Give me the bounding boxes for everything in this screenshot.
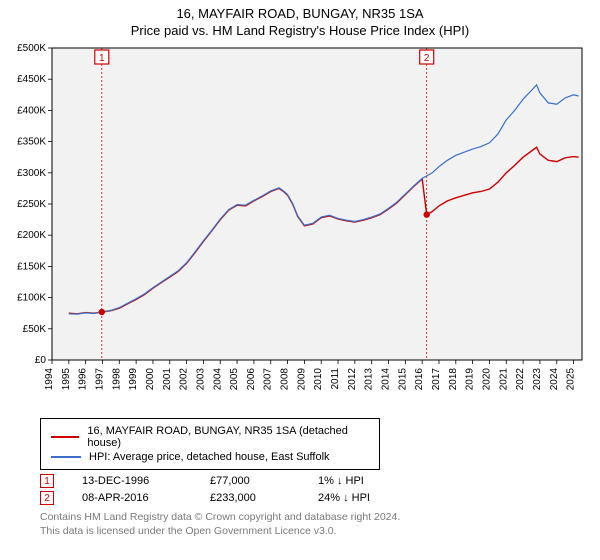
svg-text:2000: 2000 (145, 368, 156, 391)
svg-text:2001: 2001 (162, 368, 173, 391)
legend-row: 16, MAYFAIR ROAD, BUNGAY, NR35 1SA (deta… (51, 425, 369, 449)
sale-price: £77,000 (210, 475, 290, 487)
svg-text:1998: 1998 (111, 368, 122, 391)
sales-row: 2 08-APR-2016 £233,000 24% ↓ HPI (40, 491, 582, 505)
svg-text:2025: 2025 (566, 368, 577, 391)
svg-text:2018: 2018 (448, 368, 459, 391)
svg-text:2006: 2006 (246, 368, 257, 391)
svg-text:2007: 2007 (263, 368, 274, 391)
svg-text:2014: 2014 (381, 368, 392, 391)
svg-text:2004: 2004 (212, 368, 223, 391)
svg-text:£150K: £150K (17, 261, 46, 272)
svg-text:2023: 2023 (532, 368, 543, 391)
svg-text:£200K: £200K (17, 230, 46, 241)
sale-price: £233,000 (210, 492, 290, 504)
chart: £0 £50K £100K £150K £200K £250K £300K £350K £400… (10, 42, 590, 412)
footer-line1: Contains HM Land Registry data © Crown c… (40, 511, 582, 525)
footer: Contains HM Land Registry data © Crown c… (40, 511, 582, 538)
sale-date: 08-APR-2016 (82, 492, 182, 504)
footer-line2: This data is licensed under the Open Gov… (40, 525, 582, 539)
svg-text:2020: 2020 (481, 368, 492, 391)
legend-row: HPI: Average price, detached house, East… (51, 451, 369, 463)
svg-text:£300K: £300K (17, 168, 46, 179)
title-block: 16, MAYFAIR ROAD, BUNGAY, NR35 1SA Price… (10, 6, 590, 38)
title-sub: Price paid vs. HM Land Registry's House … (10, 23, 590, 38)
svg-text:2010: 2010 (313, 368, 324, 391)
sale-date: 13-DEC-1996 (82, 475, 182, 487)
svg-text:2009: 2009 (296, 368, 307, 391)
legend-swatch (51, 436, 79, 438)
svg-text:2022: 2022 (515, 368, 526, 391)
svg-text:£250K: £250K (17, 199, 46, 210)
svg-text:£400K: £400K (17, 105, 46, 116)
svg-text:£100K: £100K (17, 293, 46, 304)
svg-text:1997: 1997 (94, 368, 105, 391)
svg-text:£450K: £450K (17, 74, 46, 85)
svg-text:2019: 2019 (465, 368, 476, 391)
svg-text:2011: 2011 (330, 368, 341, 390)
sales-row: 1 13-DEC-1996 £77,000 1% ↓ HPI (40, 474, 582, 488)
legend-label: HPI: Average price, detached house, East… (89, 451, 330, 463)
svg-text:2016: 2016 (414, 368, 425, 391)
svg-text:£500K: £500K (17, 43, 46, 54)
svg-text:2024: 2024 (549, 368, 560, 391)
svg-text:2002: 2002 (179, 368, 190, 391)
chart-svg: £0 £50K £100K £150K £200K £250K £300K £350K £400… (10, 42, 590, 412)
svg-text:2012: 2012 (347, 368, 358, 391)
svg-text:2021: 2021 (498, 368, 509, 391)
svg-text:2013: 2013 (364, 368, 375, 391)
sale-marker: 2 (40, 491, 54, 505)
svg-text:2005: 2005 (229, 368, 240, 391)
title-main: 16, MAYFAIR ROAD, BUNGAY, NR35 1SA (10, 6, 590, 21)
sale-pct: 24% ↓ HPI (318, 492, 408, 504)
legend: 16, MAYFAIR ROAD, BUNGAY, NR35 1SA (deta… (40, 418, 380, 470)
svg-text:2017: 2017 (431, 368, 442, 391)
sales-table: 1 13-DEC-1996 £77,000 1% ↓ HPI 2 08-APR-2016 £… (40, 474, 582, 505)
svg-text:2008: 2008 (280, 368, 291, 391)
svg-text:1: 1 (99, 53, 105, 64)
svg-text:2: 2 (424, 53, 430, 64)
svg-text:2003: 2003 (195, 368, 206, 391)
legend-label: 16, MAYFAIR ROAD, BUNGAY, NR35 1SA (deta… (87, 425, 369, 449)
svg-text:1996: 1996 (78, 368, 89, 391)
svg-text:1994: 1994 (44, 368, 55, 391)
svg-text:£0: £0 (35, 355, 47, 366)
svg-text:£350K: £350K (17, 137, 46, 148)
svg-text:1995: 1995 (61, 368, 72, 391)
svg-text:2015: 2015 (397, 368, 408, 391)
sale-marker: 1 (40, 474, 54, 488)
svg-text:1999: 1999 (128, 368, 139, 391)
legend-swatch (51, 456, 81, 458)
svg-text:£50K: £50K (23, 324, 47, 335)
sale-pct: 1% ↓ HPI (318, 475, 408, 487)
